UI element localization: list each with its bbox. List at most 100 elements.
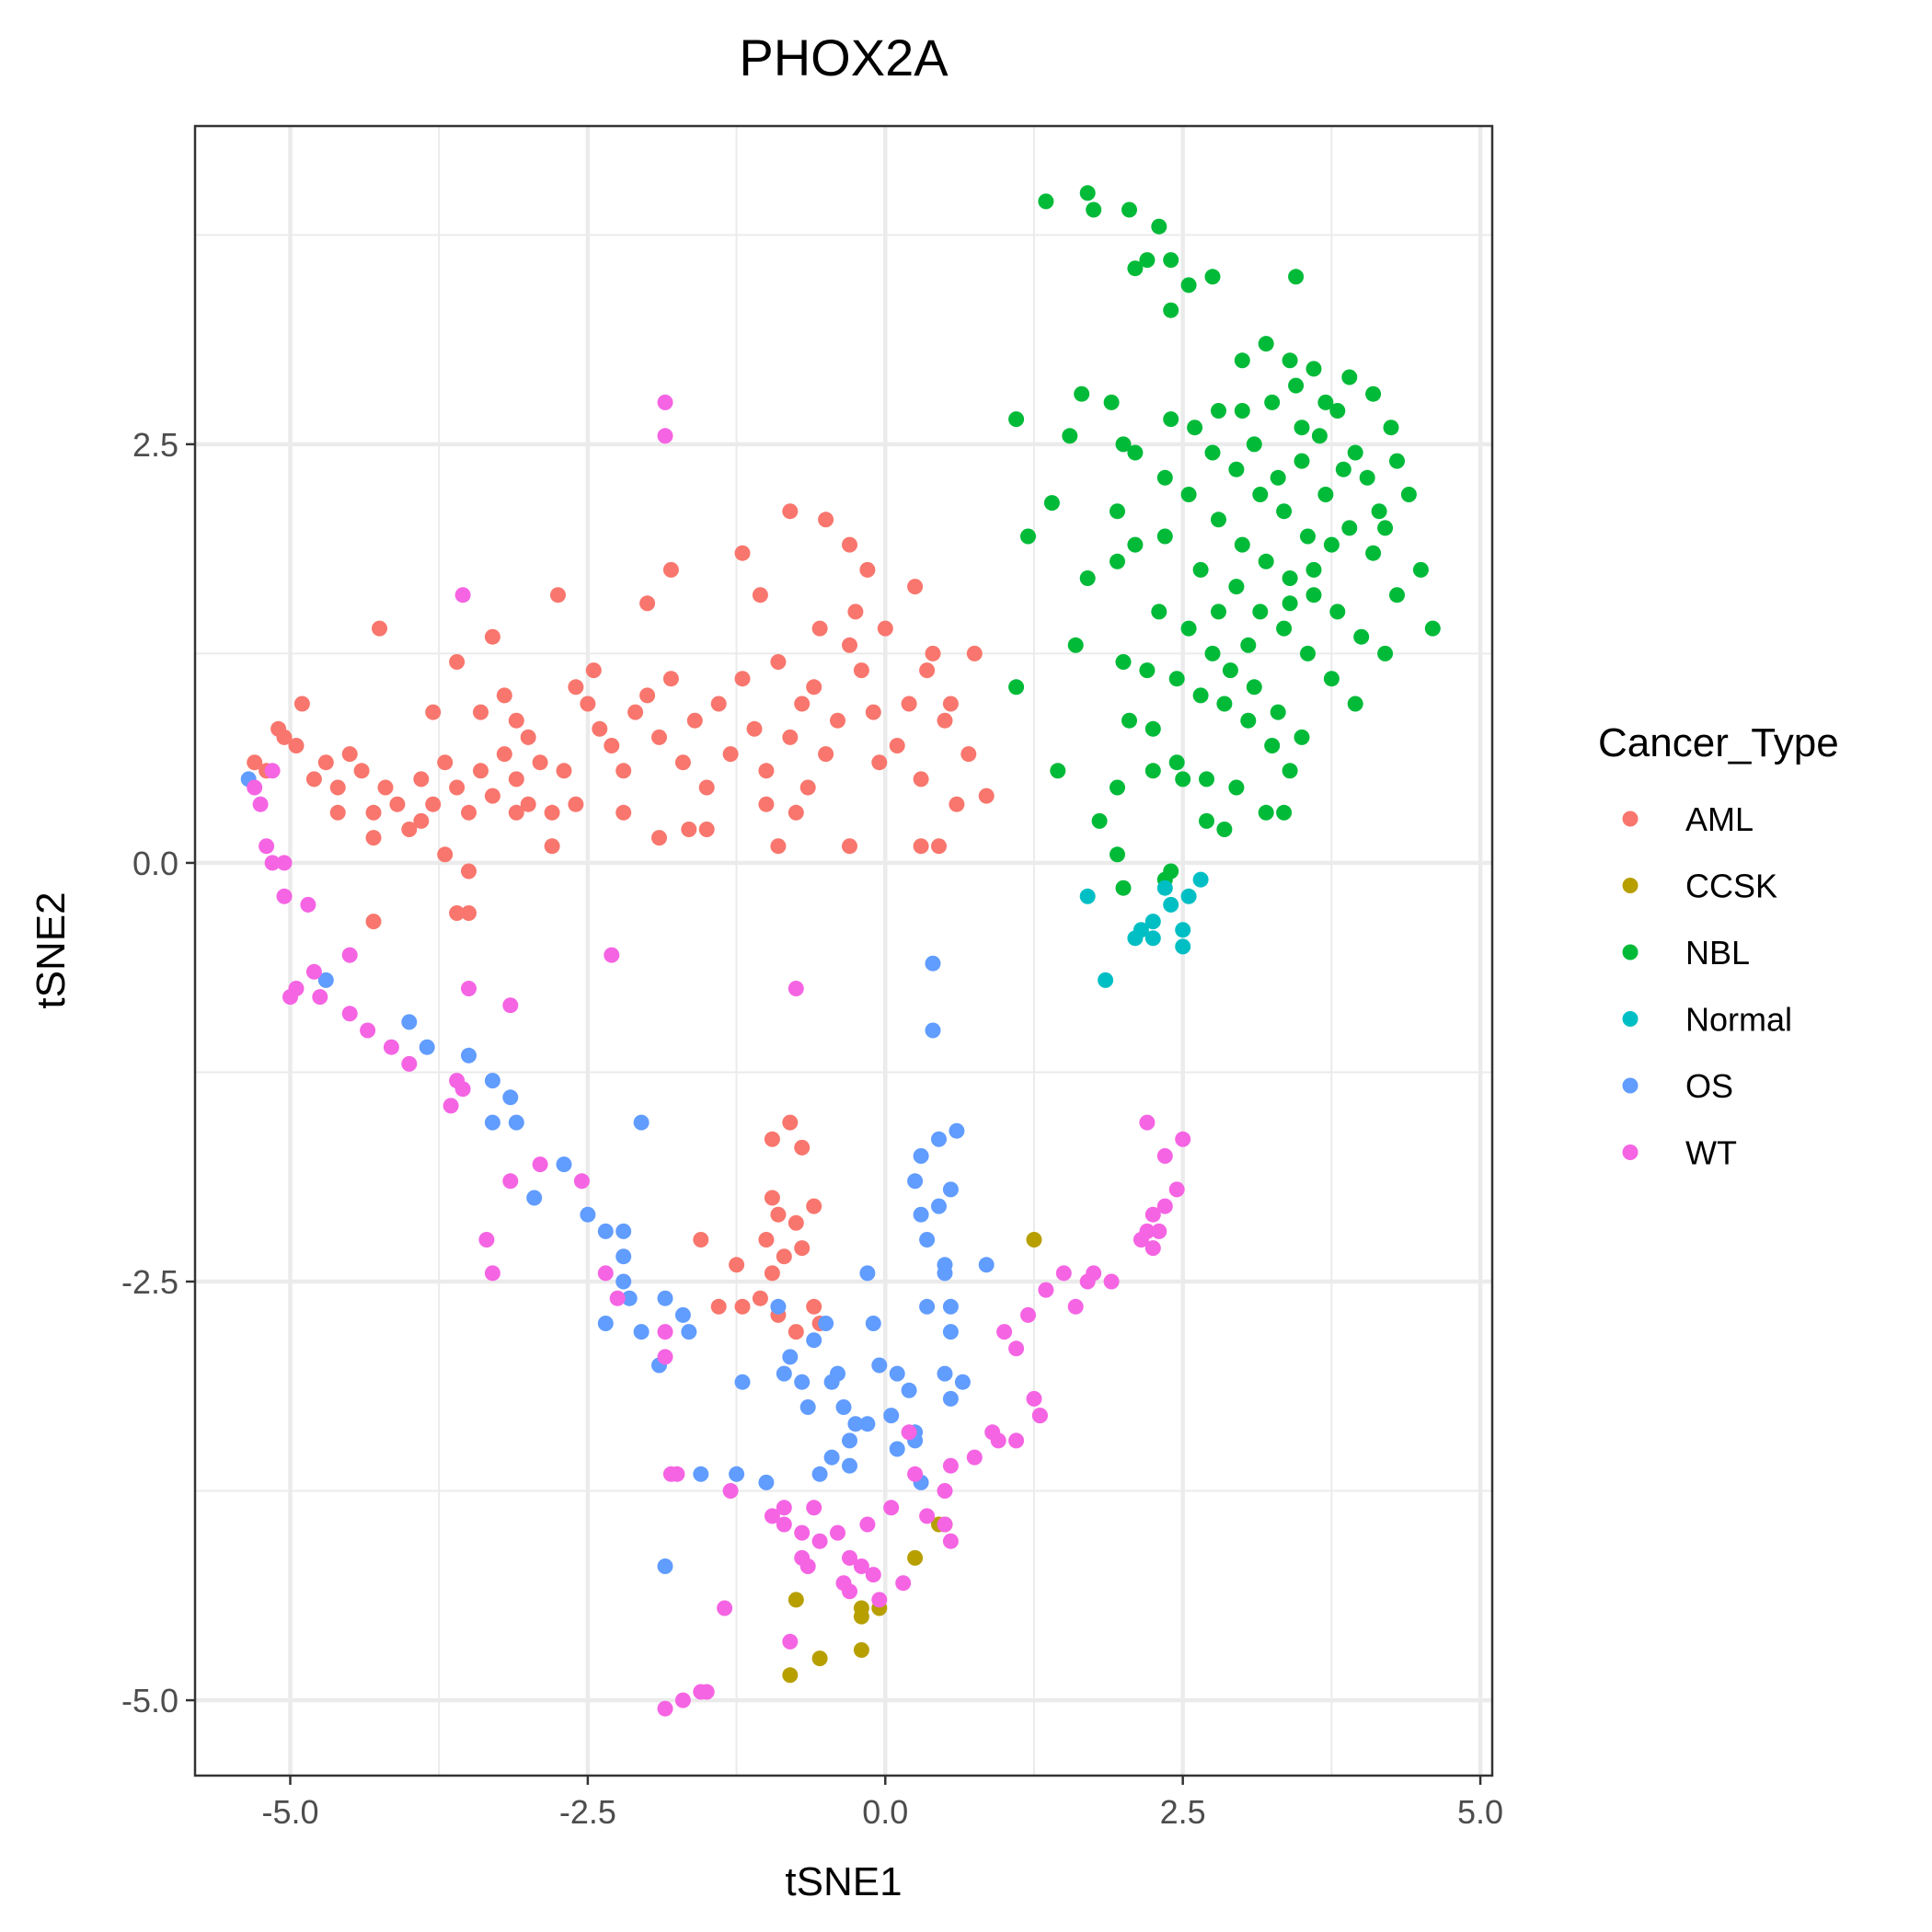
data-point-nbl — [1353, 628, 1370, 645]
data-point-nbl — [1424, 620, 1441, 637]
data-point-aml — [925, 645, 941, 661]
data-point-os — [657, 1558, 673, 1574]
data-point-nbl — [1168, 671, 1185, 687]
data-point-nbl — [1264, 738, 1281, 753]
data-point-os — [401, 1014, 418, 1030]
y-tick-label: -2.5 — [121, 1263, 178, 1301]
data-point-os — [794, 1374, 811, 1390]
data-point-aml — [806, 1298, 822, 1315]
data-point-aml — [811, 620, 828, 637]
data-point-wt — [830, 1524, 845, 1541]
data-point-nbl — [1192, 687, 1209, 704]
data-point-os — [758, 1474, 775, 1490]
data-point-os — [871, 1357, 888, 1374]
y-tick-label: 0.0 — [132, 845, 178, 882]
data-point-ccsk — [907, 1549, 924, 1566]
data-point-os — [556, 1156, 572, 1173]
legend-key-nbl — [1622, 944, 1639, 960]
data-point-aml — [758, 763, 775, 779]
data-point-aml — [627, 704, 644, 720]
data-point-wt — [1026, 1390, 1042, 1407]
data-point-nbl — [1234, 352, 1250, 369]
data-point-nbl — [1115, 880, 1132, 896]
data-point-wt — [1156, 1148, 1173, 1164]
data-point-aml — [425, 796, 442, 812]
data-point-aml — [686, 712, 703, 729]
data-point-wt — [669, 1466, 685, 1482]
data-point-os — [526, 1190, 543, 1206]
data-point-nbl — [1282, 763, 1298, 779]
data-point-wt — [282, 989, 298, 1006]
data-point-nbl — [1079, 185, 1096, 201]
data-point-os — [776, 1365, 792, 1382]
data-point-wt — [454, 1081, 471, 1098]
data-point-nbl — [1341, 369, 1358, 385]
legend-key-os — [1622, 1077, 1639, 1094]
data-point-os — [317, 972, 334, 988]
data-point-wt — [990, 1432, 1006, 1449]
data-point-nbl — [1389, 453, 1405, 469]
data-point-aml — [413, 771, 430, 788]
data-point-nbl — [1228, 461, 1245, 477]
series-normal — [1079, 871, 1209, 988]
data-point-aml — [473, 763, 489, 779]
data-point-aml — [544, 838, 560, 855]
data-point-wt — [966, 1449, 983, 1466]
data-point-aml — [568, 679, 584, 696]
data-point-wt — [764, 1508, 780, 1524]
data-point-aml — [788, 1214, 804, 1231]
data-point-nbl — [1323, 536, 1340, 553]
data-point-nbl — [1347, 444, 1363, 461]
data-point-aml — [752, 1290, 768, 1306]
data-point-ccsk — [853, 1608, 869, 1625]
data-point-nbl — [1216, 696, 1233, 712]
data-point-wt — [657, 428, 673, 444]
data-point-wt — [1133, 1232, 1149, 1248]
data-point-nbl — [1228, 779, 1245, 796]
data-point-nbl — [1086, 201, 1102, 218]
data-point-nbl — [1216, 822, 1233, 837]
data-point-wt — [300, 896, 316, 913]
data-point-wt — [502, 1173, 519, 1190]
data-point-os — [580, 1206, 596, 1223]
data-point-os — [835, 1399, 852, 1415]
data-point-nbl — [1175, 771, 1191, 788]
data-point-os — [907, 1173, 924, 1190]
data-point-os — [925, 955, 941, 972]
data-point-nbl — [1127, 260, 1144, 277]
data-point-aml — [758, 1232, 775, 1248]
data-point-nbl — [1144, 720, 1161, 737]
data-point-nbl — [1300, 528, 1316, 545]
data-point-wt — [1031, 1408, 1048, 1424]
data-point-os — [883, 1408, 900, 1424]
data-point-aml — [681, 822, 697, 837]
data-point-nbl — [1282, 595, 1298, 612]
data-point-nbl — [1121, 712, 1137, 729]
data-point-os — [806, 1332, 822, 1349]
data-point-nbl — [1163, 863, 1179, 880]
data-point-os — [621, 1290, 638, 1306]
series-wt — [247, 394, 1191, 1717]
data-point-os — [919, 1298, 936, 1315]
data-point-wt — [657, 394, 673, 410]
data-point-aml — [806, 1198, 822, 1214]
legend-key-aml — [1622, 811, 1639, 827]
data-point-nbl — [1228, 579, 1245, 595]
data-point-os — [729, 1466, 745, 1482]
data-point-aml — [365, 830, 382, 846]
data-point-wt — [383, 1039, 399, 1055]
data-point-aml — [544, 804, 560, 821]
data-point-aml — [372, 620, 387, 637]
x-tick-label: 0.0 — [862, 1793, 908, 1831]
data-point-wt — [788, 981, 804, 996]
data-point-os — [830, 1365, 845, 1382]
data-point-nbl — [1008, 679, 1025, 696]
data-point-wt — [1139, 1114, 1156, 1131]
data-point-nbl — [1258, 804, 1274, 821]
data-point-aml — [270, 720, 287, 737]
legend-title: Cancer_Type — [1598, 720, 1839, 765]
data-point-os — [937, 1257, 953, 1273]
data-point-aml — [305, 771, 322, 788]
data-point-nbl — [1246, 679, 1262, 696]
